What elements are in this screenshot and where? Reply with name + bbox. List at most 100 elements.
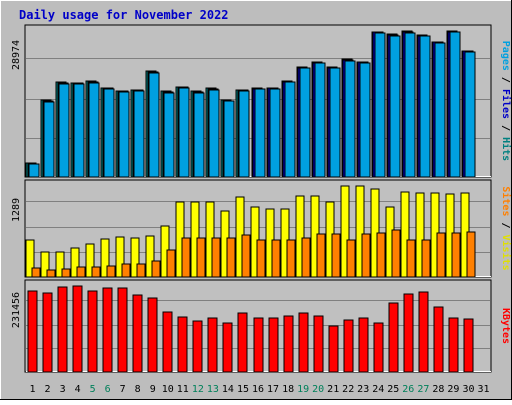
bar-sites-day-24 [376, 232, 386, 278]
bar-pages-day-10 [163, 92, 175, 178]
x-tick-label: 20 [312, 384, 324, 395]
bar-kbytes-day-20 [313, 315, 324, 373]
bar-pages-day-13 [208, 89, 220, 178]
bar-sites-day-12 [196, 237, 206, 278]
bar-pages-day-20 [314, 62, 326, 178]
bar-kbytes-day-30 [463, 318, 474, 373]
bar-pages-day-28 [434, 42, 446, 178]
bar-sites-day-10 [166, 249, 176, 278]
x-tick-label: 4 [75, 384, 81, 395]
panel-hits: 28974 Pages / Files / Hits [11, 24, 512, 178]
bar-pages-day-9 [148, 72, 160, 178]
bar-kbytes-day-26 [403, 293, 414, 373]
x-tick-label: 16 [252, 384, 264, 395]
bar-kbytes-day-27 [418, 291, 429, 373]
bar-kbytes-day-16 [253, 317, 264, 373]
bar-kbytes-day-12 [192, 320, 203, 373]
bar-sites-day-23 [361, 233, 371, 278]
bar-sites-day-17 [271, 239, 281, 278]
bar-sites-day-27 [421, 239, 431, 278]
bar-kbytes-day-3 [57, 286, 68, 373]
bar-pages-day-4 [73, 83, 85, 178]
bar-pages-day-27 [419, 35, 431, 178]
bar-visits-day-4 [70, 247, 80, 278]
legend-part: Pages [500, 41, 511, 71]
bar-pages-day-12 [193, 92, 205, 178]
x-tick-label: 7 [120, 384, 126, 395]
x-tick-label: 2 [44, 384, 50, 395]
legend-part: / [500, 71, 511, 89]
bar-kbytes-day-9 [147, 297, 158, 373]
bar-kbytes-day-23 [358, 317, 369, 373]
bar-kbytes-day-1 [27, 290, 38, 373]
bar-sites-day-29 [451, 232, 461, 278]
bar-visits-day-22 [340, 185, 350, 278]
bar-kbytes-day-29 [448, 317, 459, 373]
bar-kbytes-day-13 [207, 317, 218, 373]
bar-kbytes-day-8 [132, 294, 143, 373]
x-tick-label: 1 [29, 384, 35, 395]
x-tick-label: 30 [462, 384, 474, 395]
x-tick-label: 10 [162, 384, 174, 395]
bar-sites-day-21 [331, 233, 341, 278]
bar-pages-day-25 [389, 35, 401, 178]
x-tick-label: 25 [387, 384, 399, 395]
bar-pages-day-6 [103, 88, 115, 178]
x-tick-label: 23 [357, 384, 369, 395]
bar-visits-day-3 [55, 251, 65, 278]
panel-visits: 1289 Sites / Visits [11, 179, 512, 278]
x-tick-label: 14 [222, 384, 234, 395]
x-tick-label: 31 [477, 384, 489, 395]
bar-kbytes-day-22 [343, 319, 354, 373]
y-max-label: 28974 [11, 40, 22, 70]
legend-part: KBytes [500, 308, 511, 344]
bar-sites-day-1 [31, 267, 41, 278]
x-tick-label: 26 [402, 384, 414, 395]
bar-visits-day-8 [130, 237, 140, 278]
bar-sites-day-7 [121, 263, 131, 278]
x-tick-label: 17 [267, 384, 279, 395]
x-tick-label: 9 [150, 384, 156, 395]
bar-sites-day-25 [391, 229, 401, 278]
x-axis-labels: 1 2 3 4 5 6 7 8 9 10 11 12 13 14 15 16 17 18 19 20 21 22 23 24 2… [29, 384, 489, 395]
bar-kbytes-day-19 [298, 312, 309, 373]
bar-kbytes-day-15 [237, 312, 248, 373]
bar-sites-day-8 [136, 263, 146, 278]
bar-visits-day-19 [295, 195, 305, 278]
x-tick-label: 12 [192, 384, 204, 395]
bar-sites-day-11 [181, 237, 191, 278]
bar-sites-day-22 [346, 239, 356, 278]
x-tick-label: 22 [342, 384, 354, 395]
bar-pages-day-3 [58, 83, 70, 178]
chart-title: Daily usage for November 2022 [19, 8, 229, 22]
bar-sites-day-19 [301, 237, 311, 278]
bar-sites-day-13 [211, 237, 221, 278]
bar-pages-day-22 [344, 60, 356, 178]
bar-kbytes-day-28 [433, 306, 444, 373]
bar-pages-day-1 [28, 163, 40, 178]
bar-sites-day-18 [286, 239, 296, 278]
bar-pages-day-26 [404, 32, 416, 178]
bar-pages-day-29 [449, 31, 461, 178]
bar-pages-day-5 [88, 82, 100, 178]
x-tick-label: 21 [327, 384, 339, 395]
bar-kbytes-day-18 [283, 315, 294, 373]
bar-pages-day-16 [254, 88, 266, 178]
x-tick-label: 27 [417, 384, 429, 395]
bar-visits-day-6 [100, 238, 110, 278]
bar-pages-day-23 [359, 62, 371, 178]
bar-kbytes-day-6 [102, 287, 113, 373]
bar-sites-day-9 [151, 260, 161, 278]
legend-part: / [500, 216, 511, 234]
y-max-label: 231456 [11, 292, 22, 328]
bar-pages-day-24 [374, 32, 386, 178]
bar-sites-day-16 [256, 239, 266, 278]
bar-sites-day-4 [76, 266, 86, 278]
bar-visits-day-26 [400, 191, 410, 278]
bar-sites-day-5 [91, 266, 101, 278]
legend-part: / [500, 119, 511, 137]
x-tick-label: 19 [297, 384, 309, 395]
